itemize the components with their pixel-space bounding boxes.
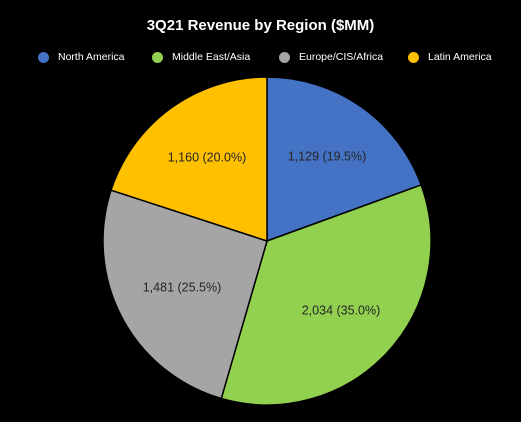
pie-slice-latin-america bbox=[110, 76, 268, 243]
pie-slice-middle-east-asia bbox=[220, 184, 432, 406]
data-label-north-america: 1,129 (19.5%) bbox=[288, 149, 367, 163]
legend-label-latin-america: Latin America bbox=[428, 51, 492, 63]
legend-swatch-middle-east-asia bbox=[152, 51, 163, 63]
legend-label-europe-cis-africa: Europe/CIS/Africa bbox=[299, 51, 384, 63]
legend-swatch-latin-america bbox=[408, 51, 419, 63]
data-label-middle-east-asia: 2,034 (35.0%) bbox=[302, 303, 381, 317]
data-label-latin-america: 1,160 (20.0%) bbox=[168, 150, 247, 164]
legend-label-north-america: North America bbox=[58, 51, 125, 63]
legend-label-middle-east-asia: Middle East/Asia bbox=[172, 51, 251, 63]
pie-slice-europe-cis-africa bbox=[102, 189, 268, 400]
legend-item-middle-east-asia: Middle East/Asia bbox=[152, 48, 250, 66]
pie-slice-north-america bbox=[266, 76, 423, 243]
legend-swatch-north-america bbox=[38, 51, 49, 63]
legend: North America Middle East/Asia Europe/CI… bbox=[0, 48, 521, 66]
legend-item-north-america: North America bbox=[38, 48, 125, 66]
chart-title: 3Q21 Revenue by Region ($MM) bbox=[146, 17, 375, 34]
legend-item-europe-cis-africa: Europe/CIS/Africa bbox=[279, 48, 383, 66]
legend-swatch-europe-cis-africa bbox=[279, 51, 290, 63]
data-label-europe-cis-africa: 1,481 (25.5%) bbox=[143, 280, 222, 294]
legend-item-latin-america: Latin America bbox=[408, 48, 492, 66]
